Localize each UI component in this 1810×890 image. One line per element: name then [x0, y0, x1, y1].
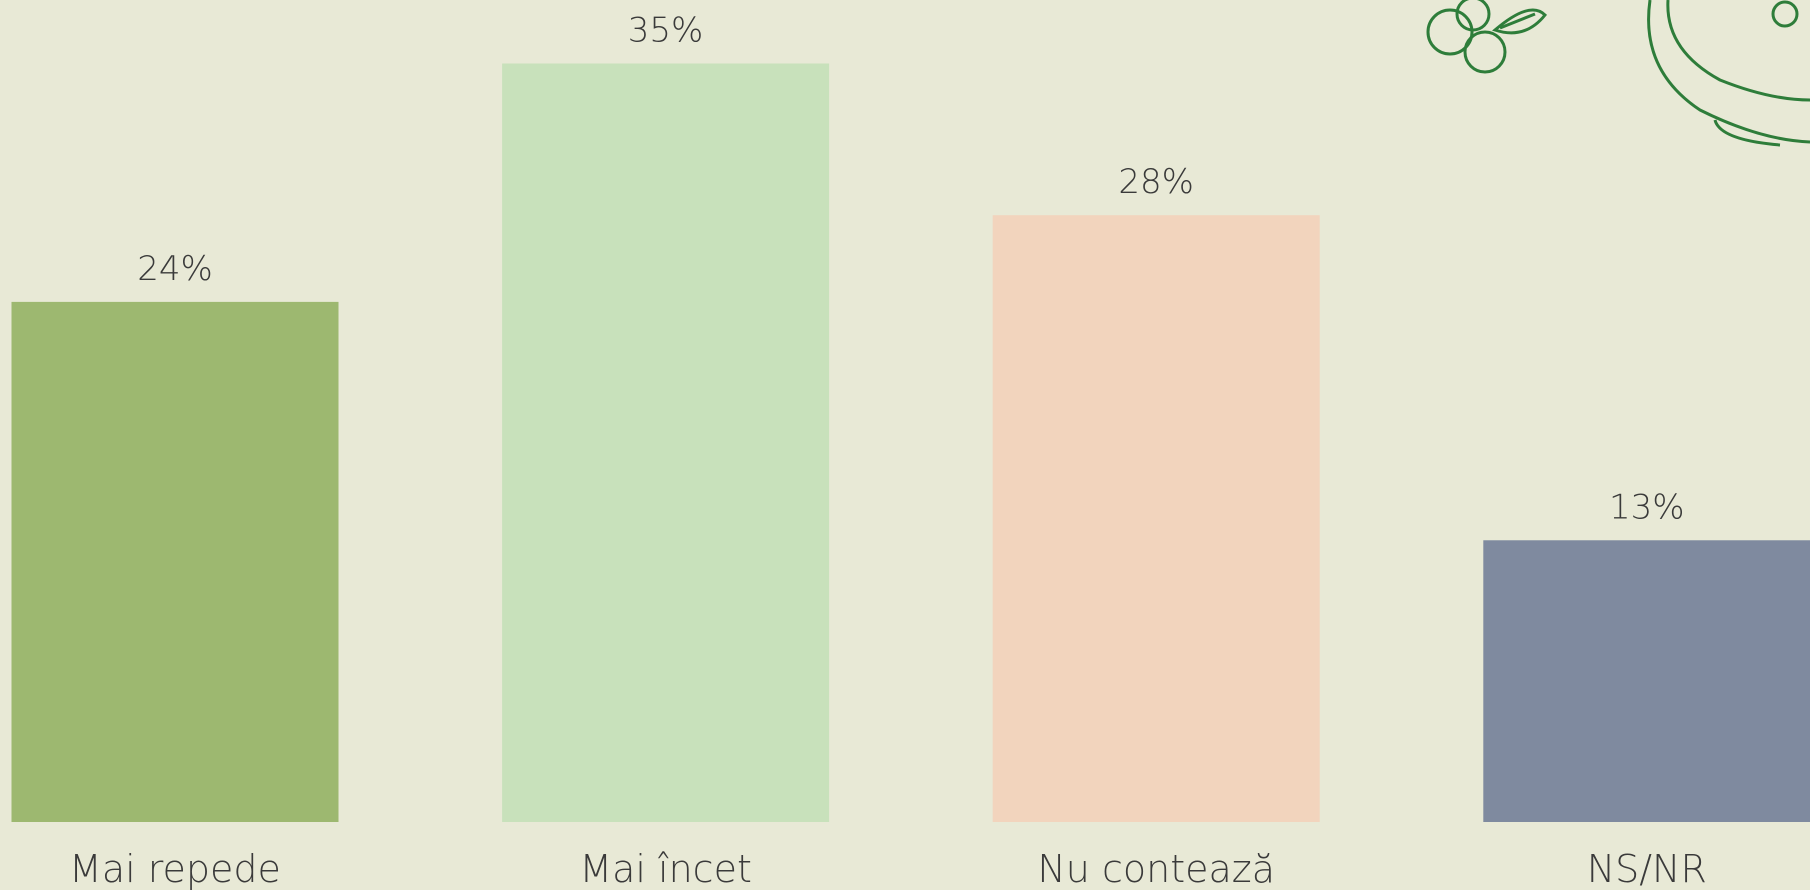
- bar: [11, 301, 339, 822]
- bar: [992, 215, 1320, 822]
- bar: [1483, 540, 1810, 822]
- decoration: [1426, 0, 1810, 147]
- x-tick-label: Nu contează: [1037, 847, 1275, 890]
- value-label: 13%: [1609, 487, 1685, 527]
- value-label: 24%: [137, 249, 213, 289]
- value-label: 35%: [628, 11, 704, 51]
- x-tick-label: NS/NR: [1587, 847, 1707, 890]
- x-tick-label: Mai repede: [69, 847, 281, 890]
- x-tick-label: Mai încet: [579, 847, 752, 890]
- bar: [502, 63, 830, 822]
- value-label: 28%: [1118, 162, 1194, 202]
